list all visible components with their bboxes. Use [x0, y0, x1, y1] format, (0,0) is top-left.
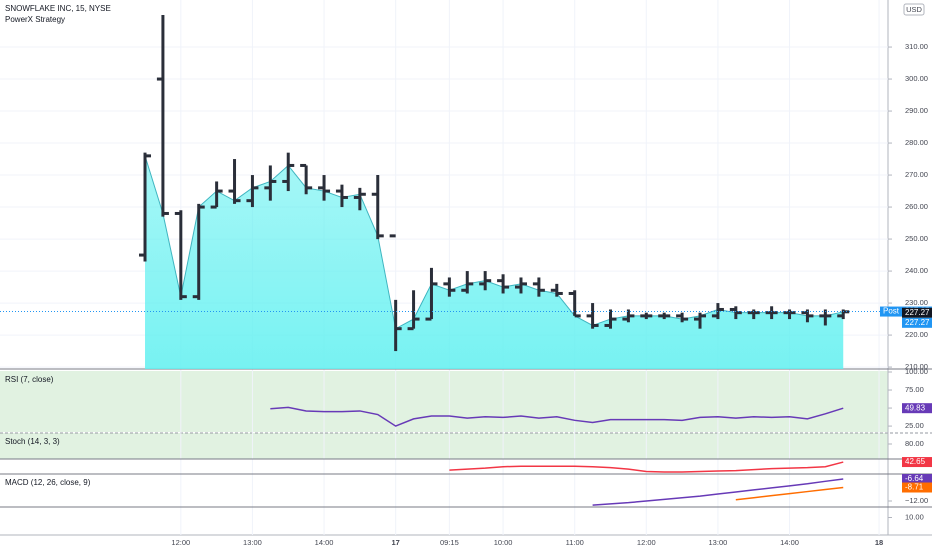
y-tick-label: 240.00 [905, 266, 928, 275]
y-tick-label: 300.00 [905, 74, 928, 83]
value-tag [902, 482, 932, 493]
currency-box [903, 3, 925, 16]
y-tick-label: 250.00 [905, 234, 928, 243]
value-tag-label: 49.83 [905, 403, 926, 412]
chart-subtitle: PowerX Strategy [5, 15, 65, 24]
x-tick-label: 14:00 [315, 538, 334, 547]
panel-title: RSI (7, close) [5, 375, 54, 384]
price-tag-label: 227.27 [905, 308, 930, 317]
y-tick-label: 270.00 [905, 170, 928, 179]
post-label: Post [883, 307, 900, 316]
panel-title: MACD (12, 26, close, 9) [5, 478, 91, 487]
value-tag [902, 457, 932, 468]
x-tick-label: 14:00 [780, 538, 799, 547]
indicator-line [592, 478, 844, 506]
close-area [145, 155, 844, 369]
indicator-line [735, 486, 844, 501]
chart-title: SNOWFLAKE INC, 15, NYSE [5, 4, 111, 13]
x-tick-label: 18 [875, 538, 883, 547]
price-tag [902, 317, 932, 328]
stoch-band [0, 433, 888, 459]
price-tag-label: 227.27 [905, 318, 930, 327]
indicator-line [270, 406, 844, 427]
y-tick-label: 25.00 [905, 421, 924, 430]
y-tick-label: 310.00 [905, 42, 928, 51]
y-tick-label: 280.00 [905, 138, 928, 147]
y-tick-label: 80.00 [905, 439, 924, 448]
y-tick-label: 10.00 [905, 512, 924, 521]
x-tick-label: 13:00 [243, 538, 262, 547]
y-tick-label: 290.00 [905, 106, 928, 115]
price-tag [902, 307, 932, 318]
post-tag [880, 306, 902, 317]
y-tick-label: 100.00 [905, 367, 928, 376]
indicator-line [449, 461, 844, 473]
x-tick-label: 17 [391, 538, 399, 547]
x-tick-label: 12:00 [637, 538, 656, 547]
value-tag-label: -8.71 [905, 483, 924, 492]
value-tag [902, 403, 932, 414]
y-tick-label: −12.00 [905, 496, 928, 505]
y-tick-label: 220.00 [905, 330, 928, 339]
y-tick-label: 230.00 [905, 298, 928, 307]
value-tag-label: -6.64 [905, 474, 924, 483]
x-tick-label: 10:00 [494, 538, 513, 547]
x-tick-label: 11:00 [566, 538, 584, 547]
value-tag [902, 474, 932, 485]
x-tick-label: 13:00 [709, 538, 728, 547]
y-tick-label: 210.00 [905, 362, 928, 371]
panel-title: Stoch (14, 3, 3) [5, 437, 60, 446]
x-tick-label: 12:00 [171, 538, 190, 547]
currency: USD [906, 5, 922, 14]
y-tick-label: 75.00 [905, 385, 924, 394]
rsi-band [0, 371, 888, 432]
x-tick-label: 09:15 [440, 538, 459, 547]
y-tick-label: 260.00 [905, 202, 928, 211]
value-tag-label: 42.65 [905, 457, 926, 466]
